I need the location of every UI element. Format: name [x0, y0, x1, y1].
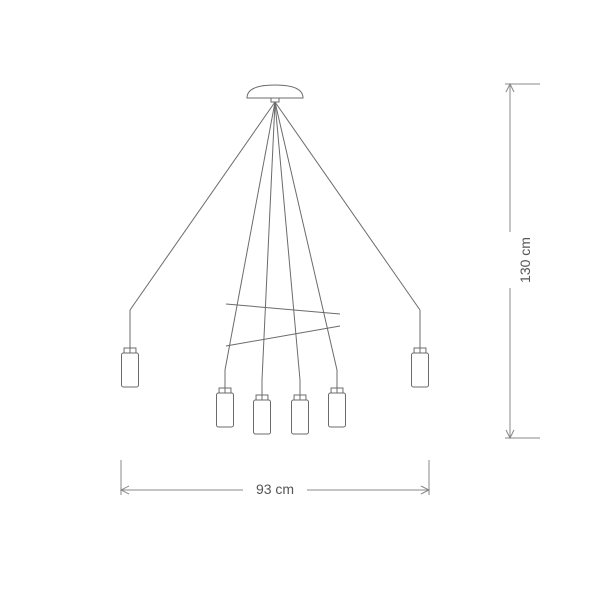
- ceiling-canopy: [247, 85, 303, 98]
- width-dimension: 93 cm: [121, 460, 429, 497]
- dimension-diagram: 93 cm 130 cm: [0, 0, 600, 600]
- pendant-2: [217, 102, 276, 427]
- pendant-4: [275, 102, 309, 434]
- lamp-body: [122, 353, 139, 387]
- lamp-body: [292, 400, 309, 434]
- pendant-6: [275, 102, 429, 387]
- lamp-body: [329, 393, 346, 427]
- lamp-body: [412, 353, 429, 387]
- pendant-1: [122, 102, 276, 387]
- width-label: 93 cm: [256, 481, 294, 497]
- height-dimension: 130 cm: [505, 84, 540, 438]
- pendant-3: [254, 102, 276, 434]
- pendant-5: [275, 102, 346, 427]
- lamp-body: [217, 393, 234, 427]
- lamp-body: [254, 400, 271, 434]
- height-label: 130 cm: [517, 237, 533, 283]
- cross-bar-2: [226, 326, 340, 346]
